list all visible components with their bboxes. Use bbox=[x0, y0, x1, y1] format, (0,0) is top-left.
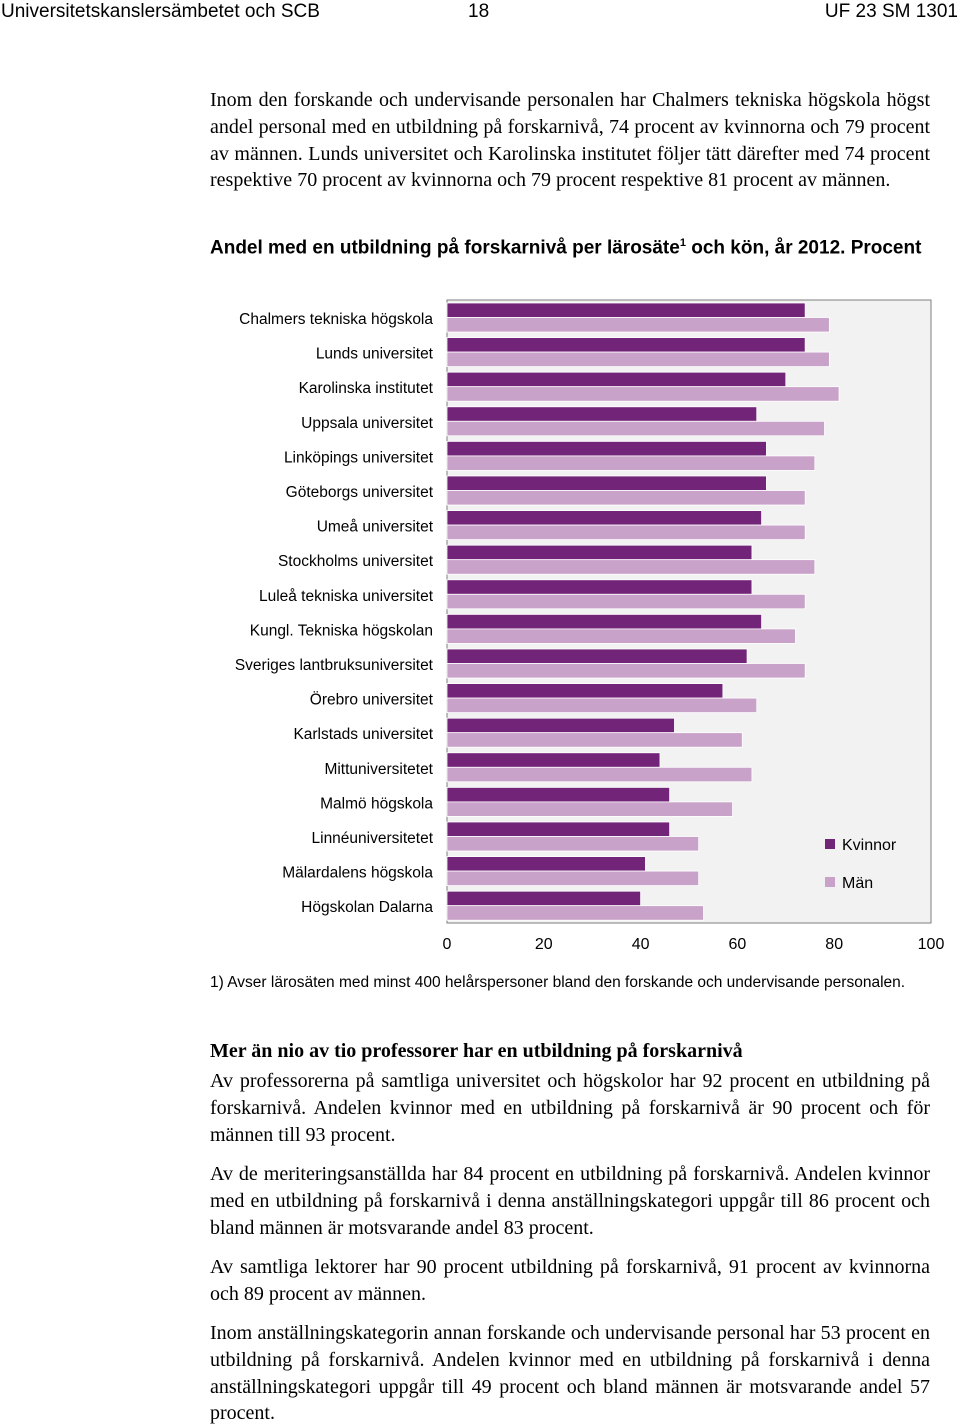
category-label: Örebro universitet bbox=[310, 691, 434, 709]
bar-kvinnor bbox=[446, 613, 763, 630]
bar-kvinnor bbox=[446, 683, 724, 699]
bar-kvinnor bbox=[446, 786, 671, 803]
bar-kvinnor bbox=[446, 648, 748, 664]
category-label: Mittuniversitetet bbox=[324, 761, 433, 778]
bar-man bbox=[446, 524, 806, 541]
bar-man bbox=[446, 455, 816, 471]
category-label: Göteborgs universitet bbox=[286, 484, 434, 501]
bar-kvinnor bbox=[446, 371, 787, 388]
page-number: 18 bbox=[468, 1, 490, 22]
category-label: Stockholms universitet bbox=[278, 553, 434, 570]
bar-man bbox=[446, 628, 796, 644]
bar-man bbox=[446, 386, 840, 402]
bar-man bbox=[446, 870, 700, 886]
bar-man bbox=[446, 697, 758, 714]
bar-kvinnor bbox=[446, 856, 646, 872]
category-label: Mälardalens högskola bbox=[282, 865, 433, 882]
x-tick-label: 40 bbox=[632, 936, 650, 953]
bar-kvinnor bbox=[446, 510, 763, 526]
category-label: Lunds universitet bbox=[316, 346, 434, 363]
x-tick-label: 20 bbox=[535, 936, 553, 953]
category-label: Linköpings universitet bbox=[284, 449, 434, 466]
paragraph-other-staff: Inom anställningskategorin annan forskan… bbox=[210, 1322, 930, 1425]
category-label: Sveriges lantbruksuniversitet bbox=[235, 657, 434, 674]
chart-title-rest: och kön, år 2012. Procent bbox=[685, 237, 922, 259]
paragraph-meriting: Av de meriteringsanställda har 84 procen… bbox=[210, 1163, 930, 1239]
header-series-code: UF 23 SM 1301 bbox=[824, 1, 958, 22]
paragraph-professors: Av professorerna på samtliga universitet… bbox=[210, 1070, 930, 1146]
bar-kvinnor bbox=[446, 890, 642, 907]
x-tick-label: 80 bbox=[825, 936, 843, 953]
bar-man bbox=[446, 836, 700, 852]
bar-kvinnor bbox=[446, 579, 753, 595]
bar-man bbox=[446, 801, 733, 817]
bar-kvinnor bbox=[446, 337, 806, 353]
category-label: Linnéuniversitetet bbox=[312, 830, 434, 847]
bar-kvinnor bbox=[446, 717, 675, 734]
bar-man bbox=[446, 905, 704, 921]
bar-kvinnor bbox=[446, 475, 767, 491]
bar-chart: Chalmers tekniska högskola Lunds universi… bbox=[235, 299, 945, 953]
category-label: Karolinska institutet bbox=[299, 380, 434, 397]
chart-footnote: 1) Avser lärosäten med minst 400 helårsp… bbox=[210, 974, 906, 991]
category-label: Umeå universitet bbox=[317, 519, 434, 536]
bar-kvinnor bbox=[446, 752, 661, 768]
bar-man bbox=[446, 420, 825, 437]
category-label: Malmö högskola bbox=[320, 795, 433, 812]
paragraph-lecturers: Av samtliga lektorer har 90 procent utbi… bbox=[210, 1256, 930, 1305]
x-tick-label: 60 bbox=[729, 936, 747, 953]
bar-man bbox=[446, 766, 753, 783]
bar-man bbox=[446, 593, 806, 610]
bar-man bbox=[446, 317, 830, 333]
intro-paragraph: Inom den forskande och undervisande pers… bbox=[210, 89, 930, 192]
category-label: Karlstads universitet bbox=[293, 726, 433, 743]
bar-man bbox=[446, 351, 830, 367]
page-header: Universitetskanslersämbetet och SCB 18 U… bbox=[0, 0, 960, 26]
category-label: Uppsala universitet bbox=[301, 415, 434, 432]
bar-man bbox=[446, 663, 806, 679]
bar-man bbox=[446, 490, 806, 506]
x-tick-label: 100 bbox=[918, 936, 945, 953]
legend-label-kvinnor: Kvinnor bbox=[842, 837, 897, 854]
bar-kvinnor bbox=[446, 821, 671, 837]
chart-title-main: Andel med en utbildning på forskarnivå p… bbox=[210, 237, 680, 259]
chart-title: Andel med en utbildning på forskarnivå p… bbox=[210, 230, 940, 261]
chart-title-footnote-ref: 1 bbox=[679, 237, 686, 249]
legend-label-man: Män bbox=[842, 875, 873, 892]
header-publisher: Universitetskanslersämbetet och SCB bbox=[1, 1, 320, 22]
category-label: Högskolan Dalarna bbox=[301, 899, 433, 916]
legend-swatch-kvinnor bbox=[825, 839, 835, 849]
category-label: Chalmers tekniska högskola bbox=[239, 311, 433, 328]
bar-kvinnor bbox=[446, 440, 767, 457]
legend-swatch-man bbox=[825, 877, 835, 887]
plot-area bbox=[446, 299, 932, 924]
section-heading: Mer än nio av tio professorer har en utb… bbox=[210, 1040, 743, 1062]
bar-kvinnor bbox=[446, 302, 806, 318]
bar-man bbox=[446, 732, 743, 748]
bar-man bbox=[446, 559, 816, 575]
bar-kvinnor bbox=[446, 406, 758, 422]
x-tick-label: 0 bbox=[443, 936, 452, 953]
bar-kvinnor bbox=[446, 544, 753, 561]
category-label: Kungl. Tekniska högskolan bbox=[250, 622, 433, 639]
category-label: Luleå tekniska universitet bbox=[259, 588, 434, 605]
